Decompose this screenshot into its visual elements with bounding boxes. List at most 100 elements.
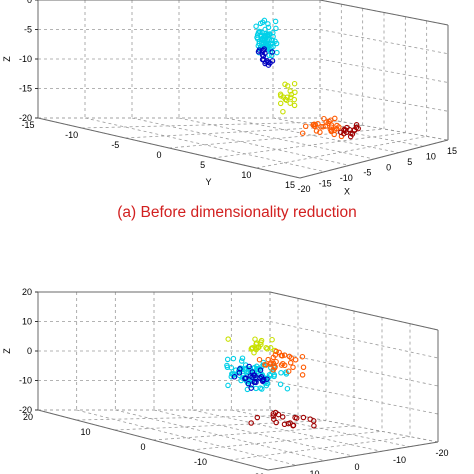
data-point	[291, 96, 298, 103]
z-tick-label: -15	[19, 84, 32, 94]
data-point	[292, 357, 299, 363]
data-point	[282, 96, 289, 103]
data-point	[248, 346, 255, 352]
grid-line	[153, 409, 354, 457]
grid-line	[256, 135, 427, 169]
data-point	[260, 53, 267, 59]
data-point	[321, 115, 327, 122]
data-point	[276, 349, 282, 356]
data-point	[274, 49, 280, 56]
data-point	[257, 20, 264, 27]
data-point	[280, 360, 286, 367]
data-point	[281, 352, 288, 358]
data-point	[272, 38, 278, 45]
data-point	[315, 120, 321, 127]
data-point	[243, 375, 249, 381]
grid-line	[76, 414, 299, 421]
grid-line	[191, 430, 383, 451]
y-tick-label: 5	[200, 160, 205, 170]
data-point	[264, 346, 270, 352]
data-point	[224, 356, 231, 363]
x-tick-label: -20	[297, 184, 310, 194]
axis-edge	[267, 441, 439, 471]
data-point	[331, 131, 337, 138]
grid-line	[319, 58, 449, 83]
grid-line	[81, 121, 342, 129]
z-tick-label: 0	[27, 0, 32, 5]
x-tick-label: 0	[354, 462, 359, 472]
y-tick-label: -20	[251, 472, 264, 474]
grid-line	[212, 132, 406, 159]
grid-line	[84, 117, 325, 173]
data-point	[245, 380, 252, 387]
data-point	[278, 362, 285, 368]
data-point	[300, 364, 307, 371]
data-point	[269, 49, 275, 55]
data-point	[278, 370, 284, 376]
z-tick-label: 10	[22, 317, 32, 327]
data-point	[287, 360, 294, 366]
data-point	[326, 118, 332, 125]
grid-line	[114, 420, 327, 431]
data-point	[256, 28, 262, 35]
data-point	[277, 381, 284, 388]
data-point	[256, 356, 263, 363]
data-point	[278, 93, 284, 99]
data-point	[231, 374, 238, 380]
y-tick-label: -5	[111, 140, 119, 150]
data-point	[239, 355, 246, 361]
data-point	[252, 379, 258, 385]
data-point	[260, 47, 267, 54]
data-point	[248, 420, 254, 426]
data-point	[287, 88, 293, 94]
data-point	[284, 83, 291, 89]
data-point	[264, 33, 271, 40]
data-point	[261, 33, 268, 40]
z-tick-label: 20	[22, 287, 32, 297]
grid-line	[269, 350, 439, 387]
data-point	[287, 100, 293, 106]
grid-line	[319, 29, 449, 55]
data-point	[273, 25, 279, 32]
data-point	[300, 414, 307, 421]
z-axis-label: Z	[2, 56, 12, 62]
data-point	[299, 372, 306, 378]
z-tick-label: -20	[19, 113, 32, 123]
data-point	[292, 89, 298, 96]
data-point	[286, 353, 293, 360]
data-point	[243, 369, 250, 375]
x-tick-label: 0	[386, 162, 391, 172]
y-tick-label: 15	[285, 180, 295, 190]
z-tick-label: -5	[24, 25, 32, 35]
data-point	[311, 123, 318, 130]
data-point	[253, 385, 259, 392]
data-point	[302, 123, 309, 130]
data-point	[269, 336, 275, 343]
y-tick-label: 0	[156, 150, 161, 160]
data-point	[271, 416, 277, 422]
data-point	[273, 348, 279, 355]
data-point	[273, 358, 279, 365]
y-tick-label: 10	[80, 427, 90, 437]
grid-line	[269, 380, 439, 415]
data-point	[334, 122, 340, 129]
x-tick-label: -20	[435, 448, 448, 458]
data-point	[290, 364, 296, 371]
data-point	[253, 346, 259, 353]
data-point	[270, 354, 277, 361]
data-point	[246, 363, 252, 370]
grid-line	[229, 436, 411, 461]
grid-line	[178, 117, 375, 160]
data-point	[263, 362, 269, 368]
data-point	[320, 123, 326, 130]
data-point	[279, 414, 286, 420]
data-point	[275, 411, 282, 418]
data-point	[267, 345, 274, 351]
x-tick-label: 10	[309, 469, 319, 474]
data-point	[268, 360, 274, 366]
data-point	[265, 21, 271, 27]
data-point	[349, 131, 356, 137]
data-point	[318, 124, 324, 130]
data-point	[277, 100, 284, 107]
